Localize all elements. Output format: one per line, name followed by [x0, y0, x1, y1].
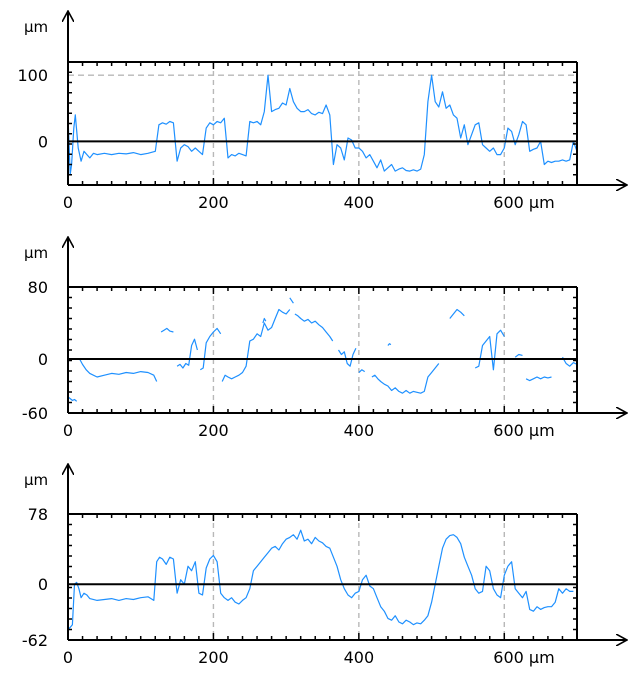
x-tick-label: 200	[198, 421, 229, 440]
profile-segment	[474, 329, 505, 371]
profile-segment	[358, 369, 366, 373]
x-tick-label: 200	[198, 648, 229, 667]
y-tick-label: 80	[28, 278, 48, 297]
profile-segment	[387, 343, 392, 346]
y-tick-label: 100	[17, 66, 48, 85]
profile-segment	[561, 356, 577, 367]
profile-segment	[514, 353, 523, 358]
x-tick-label: 600 µm	[493, 421, 554, 440]
profile-segment	[371, 363, 440, 394]
y-tick-label: -60	[22, 404, 48, 423]
profile-segment	[176, 338, 198, 369]
profile-segment	[221, 308, 291, 382]
y-tick-label: -62	[22, 631, 48, 650]
profile-segment	[337, 347, 357, 367]
profile-line	[68, 529, 574, 630]
profile-segment	[160, 327, 174, 333]
y-axis-unit-label: µm	[24, 471, 48, 489]
y-axis-unit-label: µm	[24, 18, 48, 36]
y-tick-label: 78	[28, 505, 48, 524]
x-tick-label: 600 µm	[493, 648, 554, 667]
x-tick-label: 0	[63, 648, 73, 667]
chart-panel-3: µm 78 0 -62 0 200 400 600 µm	[22, 465, 626, 667]
profile-segment	[294, 313, 334, 342]
profile-segment	[79, 358, 158, 382]
x-tick-label: 0	[63, 421, 73, 440]
x-tick-label: 600 µm	[493, 193, 554, 212]
y-tick-label: 0	[38, 575, 48, 594]
y-tick-label: 0	[38, 132, 48, 151]
profile-segment	[449, 308, 465, 319]
x-tick-label: 0	[63, 193, 73, 212]
profile-line	[68, 74, 577, 175]
chart-panel-2: µm 80 0 -60 0 200 400 600 µm	[22, 238, 626, 440]
profile-segment	[199, 327, 222, 371]
profile-segment	[525, 376, 552, 382]
profile-segment	[262, 317, 267, 324]
x-tick-label: 400	[344, 193, 375, 212]
x-tick-label: 400	[344, 421, 375, 440]
profile-segment	[68, 396, 78, 402]
chart-panel-1: µm 100 0 0 200 400 600 µm	[17, 12, 626, 212]
profile-segment	[289, 297, 294, 304]
y-axis-unit-label: µm	[24, 244, 48, 262]
x-tick-label: 200	[198, 193, 229, 212]
x-tick-label: 400	[344, 648, 375, 667]
y-tick-label: 0	[38, 350, 48, 369]
